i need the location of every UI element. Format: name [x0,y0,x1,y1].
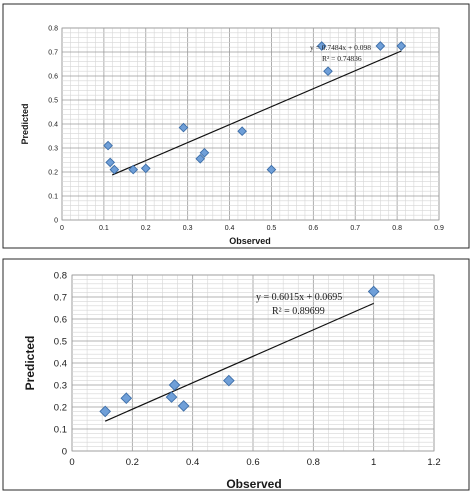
data-point [266,164,277,175]
data-point [105,157,116,168]
x-tick-labels-top: 0 0.1 0.2 0.3 0.4 0.5 0.6 0.7 0.8 0.9 [60,225,444,232]
x-tick-label: 0.4 [225,225,235,232]
data-point [316,41,327,51]
y-tick-label: 0.1 [48,193,58,200]
x-tick-label: 0.7 [350,225,360,232]
x-tick-label: 0.8 [307,457,320,468]
trend-equation-bottom: y = 0.6015x + 0.0695 [256,292,342,303]
y-tick-labels-top: 0 0.1 0.2 0.3 0.4 0.5 0.6 0.7 0.8 [48,25,58,224]
x-tick-label: 0 [60,225,64,232]
x-tick-label: 0.3 [183,225,193,232]
trendline-bottom [104,302,374,422]
y-tick-label: 0.7 [54,292,67,303]
r-squared-bottom: R² = 0.89699 [272,306,325,317]
x-tick-label: 0.8 [392,225,402,232]
data-point [178,122,189,133]
data-point [195,153,206,164]
data-point [199,147,210,158]
y-tick-label: 0.1 [54,424,67,435]
x-tick-label: 0.9 [434,225,444,232]
x-tick-label: 0 [69,457,74,468]
y-tick-label: 0.3 [48,145,58,152]
y-tick-labels-bottom: 0 0.1 0.2 0.3 0.4 0.5 0.6 0.7 0.8 [54,270,67,457]
x-tick-label: 1.2 [427,457,440,468]
y-tick-label: 0.2 [54,402,67,413]
data-point [128,164,139,175]
r-squared-top: R² = 0.74836 [322,54,362,63]
x-axis-title-bottom: Observed [226,477,281,491]
trend-equation-top: y = 0.7484x + 0.098 [310,43,371,52]
y-tick-label: 0.6 [54,314,67,325]
data-point [120,392,133,405]
data-point [367,285,380,298]
trendline-bottom [104,302,374,422]
x-axis-title-top: Observed [229,236,271,246]
x-tick-label: 0.6 [246,457,259,468]
grid-bottom [71,274,435,452]
y-axis-title-top: Predicted [20,103,30,144]
data-point [177,400,190,412]
data-point [109,164,120,175]
data-point [165,391,178,403]
data-point [323,66,333,77]
grid-top [61,27,440,221]
y-tick-label: 0.5 [54,336,67,347]
data-points-bottom [99,285,380,418]
data-point [396,41,407,51]
x-tick-label: 0.1 [99,225,109,232]
x-tick-label: 0.4 [186,457,199,468]
x-tick-label: 0.2 [126,457,139,468]
data-point [168,379,181,391]
y-tick-label: 0.8 [48,25,58,32]
y-tick-label: 0 [62,446,67,457]
data-point [375,41,386,51]
trendline-top [112,50,402,176]
y-tick-label: 0.2 [48,169,58,176]
data-point [140,163,151,174]
data-point [99,405,112,418]
y-tick-label: 0.8 [54,270,67,281]
y-tick-label: 0.5 [48,97,58,104]
x-tick-label: 0.2 [141,225,151,232]
y-tick-label: 0.7 [48,49,58,56]
data-points-top [103,41,407,175]
x-tick-label: 0.5 [267,225,277,232]
x-tick-labels-bottom: 0 0.2 0.4 0.6 0.8 1 1.2 [69,457,440,468]
y-tick-label: 0 [54,217,58,224]
y-tick-label: 0.4 [54,358,67,369]
y-tick-label: 0.4 [48,121,58,128]
chart-panel-top: 00.10.20.30.40.50.60.70.8 0 0.1 0.2 0.3 0.4 0… [2,3,470,249]
data-point [237,126,247,137]
data-point [103,140,113,151]
y-axis-title-bottom: Predicted [23,336,37,391]
x-tick-label: 1 [371,457,376,468]
chart-panel-bottom: 0 0.1 0.2 0.3 0.4 0.5 0.6 0.7 0.8 0 0.2 0.4 0.6 0.8 1… [2,258,470,491]
y-tick-label: 0.3 [54,380,67,391]
x-tick-label: 0.6 [308,225,318,232]
data-point [223,374,235,387]
trendline-top [112,50,402,176]
y-tick-label: 0.6 [48,73,58,80]
